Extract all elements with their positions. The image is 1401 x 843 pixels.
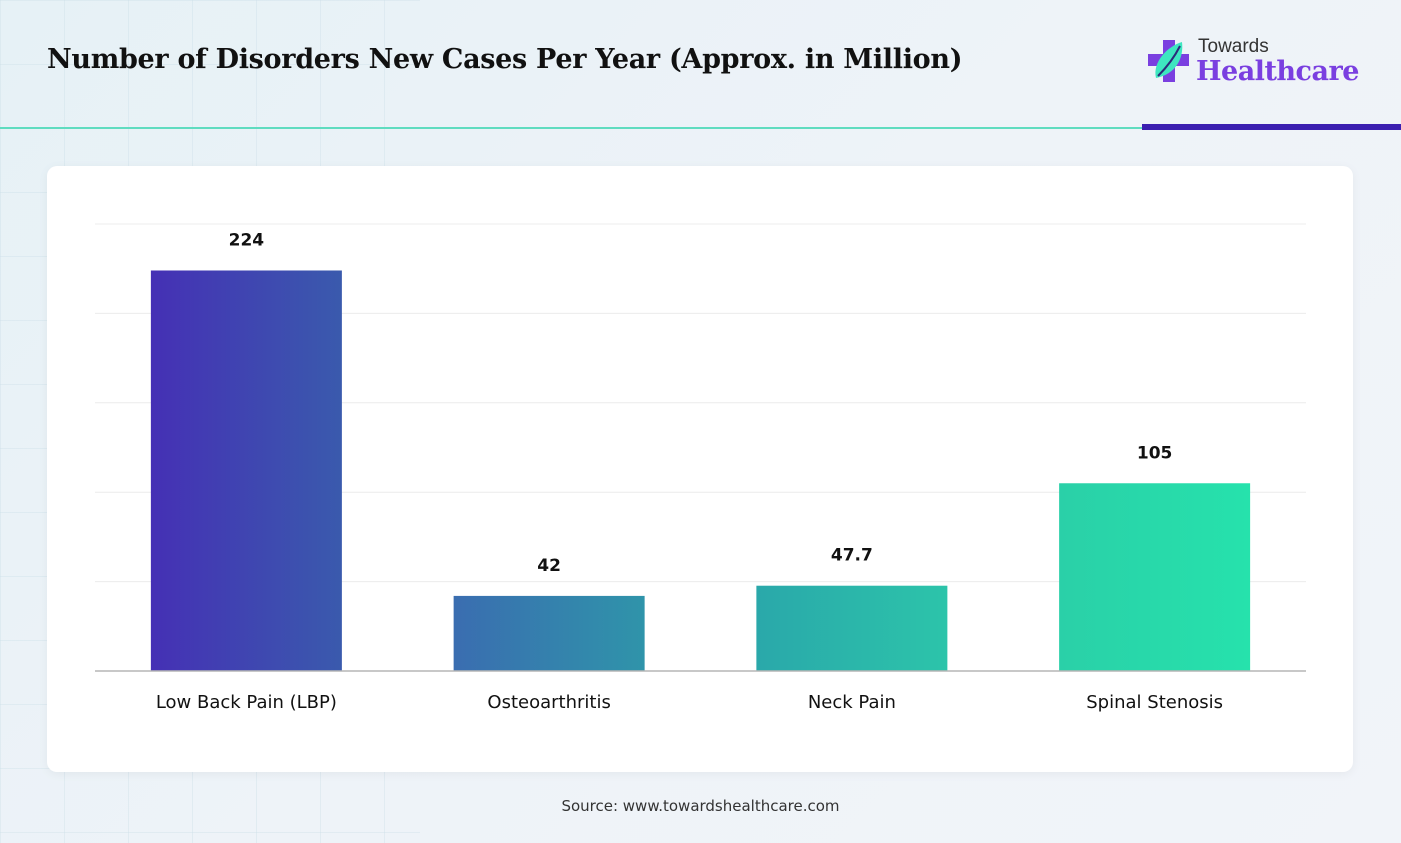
chart-title: Number of Disorders New Cases Per Year (…	[47, 44, 963, 75]
source-note: Source: www.towardshealthcare.com	[561, 797, 840, 815]
header-divider-teal	[0, 127, 1142, 129]
bar-chart: 224 42 47.7 105 Low Back Pain (LBP) Osteoart…	[95, 223, 1306, 713]
value-label: 224	[229, 230, 265, 250]
bar-osteoarthritis	[453, 595, 645, 671]
category-label: Neck Pain	[808, 692, 896, 713]
bars	[150, 270, 1251, 671]
header-divider-purple	[1142, 124, 1401, 130]
category-label: Osteoarthritis	[487, 692, 610, 713]
value-label: 42	[537, 556, 561, 576]
logo-text-healthcare: Healthcare	[1196, 56, 1359, 87]
value-label: 105	[1137, 443, 1173, 463]
value-labels: 224 42 47.7 105	[229, 230, 1173, 575]
category-label: Low Back Pain (LBP)	[156, 692, 337, 713]
value-label: 47.7	[831, 546, 873, 566]
cross-leaf-icon	[1148, 40, 1189, 82]
chart-card: 224 42 47.7 105 Low Back Pain (LBP) Osteoart…	[47, 166, 1353, 772]
bar-low-back-pain-lbp	[150, 270, 342, 671]
bar-spinal-stenosis	[1059, 483, 1251, 671]
category-label: Spinal Stenosis	[1086, 692, 1223, 713]
brand-logo: Towards Healthcare	[1146, 36, 1376, 96]
bar-neck-pain	[756, 585, 948, 671]
logo-text-towards: Towards	[1198, 36, 1269, 57]
category-labels: Low Back Pain (LBP) Osteoarthritis Neck Pa…	[156, 692, 1223, 713]
